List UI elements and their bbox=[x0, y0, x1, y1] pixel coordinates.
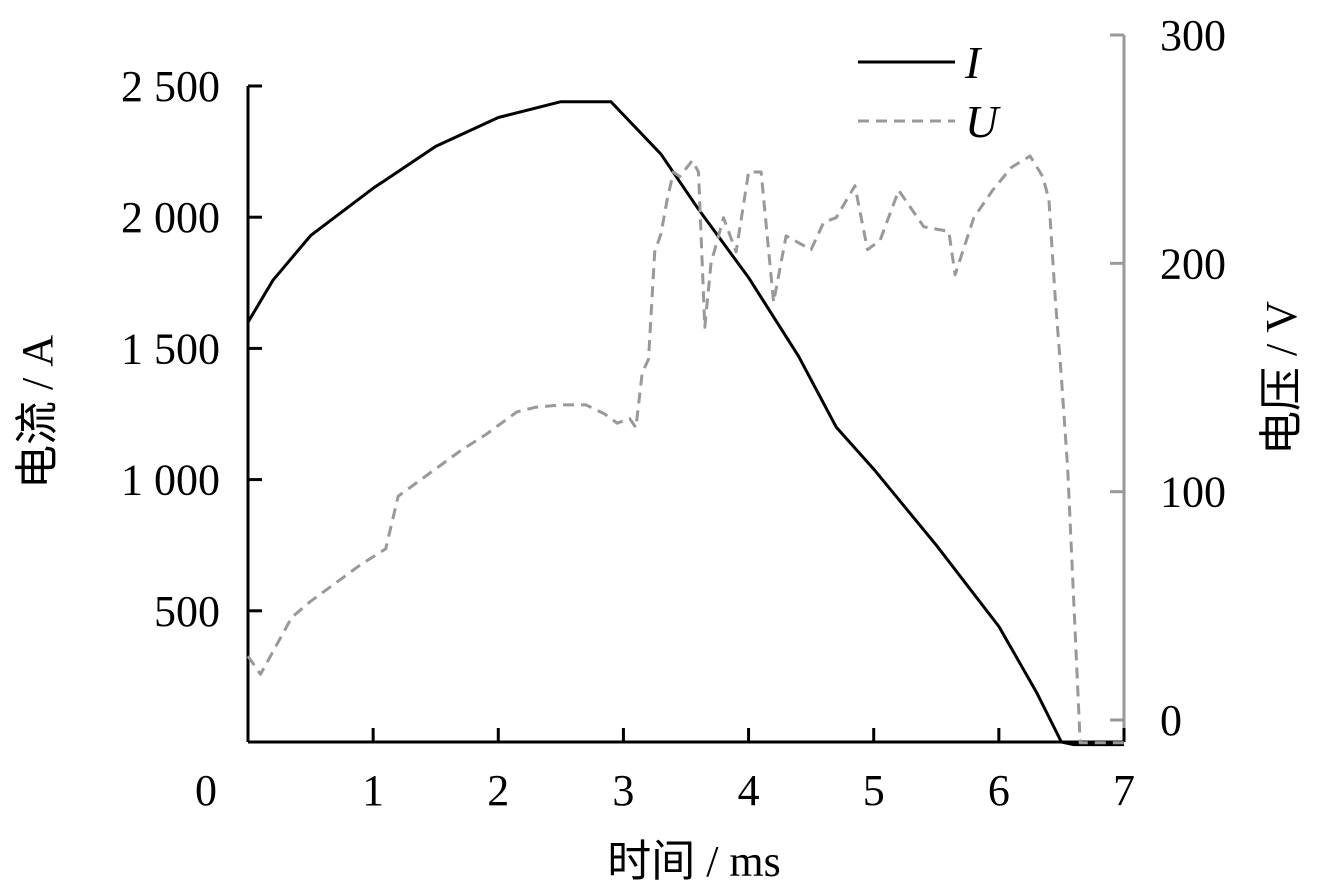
legend-label-voltage: U bbox=[965, 96, 1001, 147]
legend: I U bbox=[858, 37, 1001, 147]
x-axis-title: 时间 / ms bbox=[607, 837, 781, 886]
y-left-ticks: 500 1 000 1 500 2 000 2 500 bbox=[121, 62, 262, 636]
x-tick-label: 7 bbox=[1113, 766, 1135, 815]
y-left-tick-label: 2 000 bbox=[121, 193, 220, 242]
x-tick-label: 2 bbox=[487, 766, 509, 815]
x-tick-label: 0 bbox=[195, 766, 217, 815]
axes bbox=[246, 35, 1126, 744]
x-tick-label: 6 bbox=[988, 766, 1010, 815]
y-left-tick-label: 500 bbox=[154, 587, 220, 636]
y-right-tick-label: 0 bbox=[1160, 696, 1182, 745]
series-line-voltage bbox=[246, 154, 1124, 745]
x-tick-label: 3 bbox=[612, 766, 634, 815]
y-right-ticks: 0 100 200 300 bbox=[1110, 11, 1226, 745]
y-left-tick-label: 1 500 bbox=[121, 324, 220, 373]
y-left-tick-label: 1 000 bbox=[121, 456, 220, 505]
y-right-tick-label: 100 bbox=[1160, 468, 1226, 517]
x-tick-label: 5 bbox=[863, 766, 885, 815]
x-ticks: 0 1 2 3 4 5 6 7 bbox=[195, 728, 1135, 815]
x-tick-label: 4 bbox=[738, 766, 760, 815]
y-right-tick-label: 200 bbox=[1160, 239, 1226, 288]
x-tick-label: 1 bbox=[362, 766, 384, 815]
left-y-axis-title: 电流 / A bbox=[13, 335, 62, 489]
right-y-axis-title: 电压 / V bbox=[1257, 301, 1306, 455]
legend-label-current: I bbox=[964, 37, 983, 88]
series-line-current bbox=[246, 100, 1124, 747]
series-lines bbox=[246, 100, 1124, 747]
y-left-tick-label: 2 500 bbox=[121, 62, 220, 111]
y-right-tick-label: 300 bbox=[1160, 11, 1226, 60]
